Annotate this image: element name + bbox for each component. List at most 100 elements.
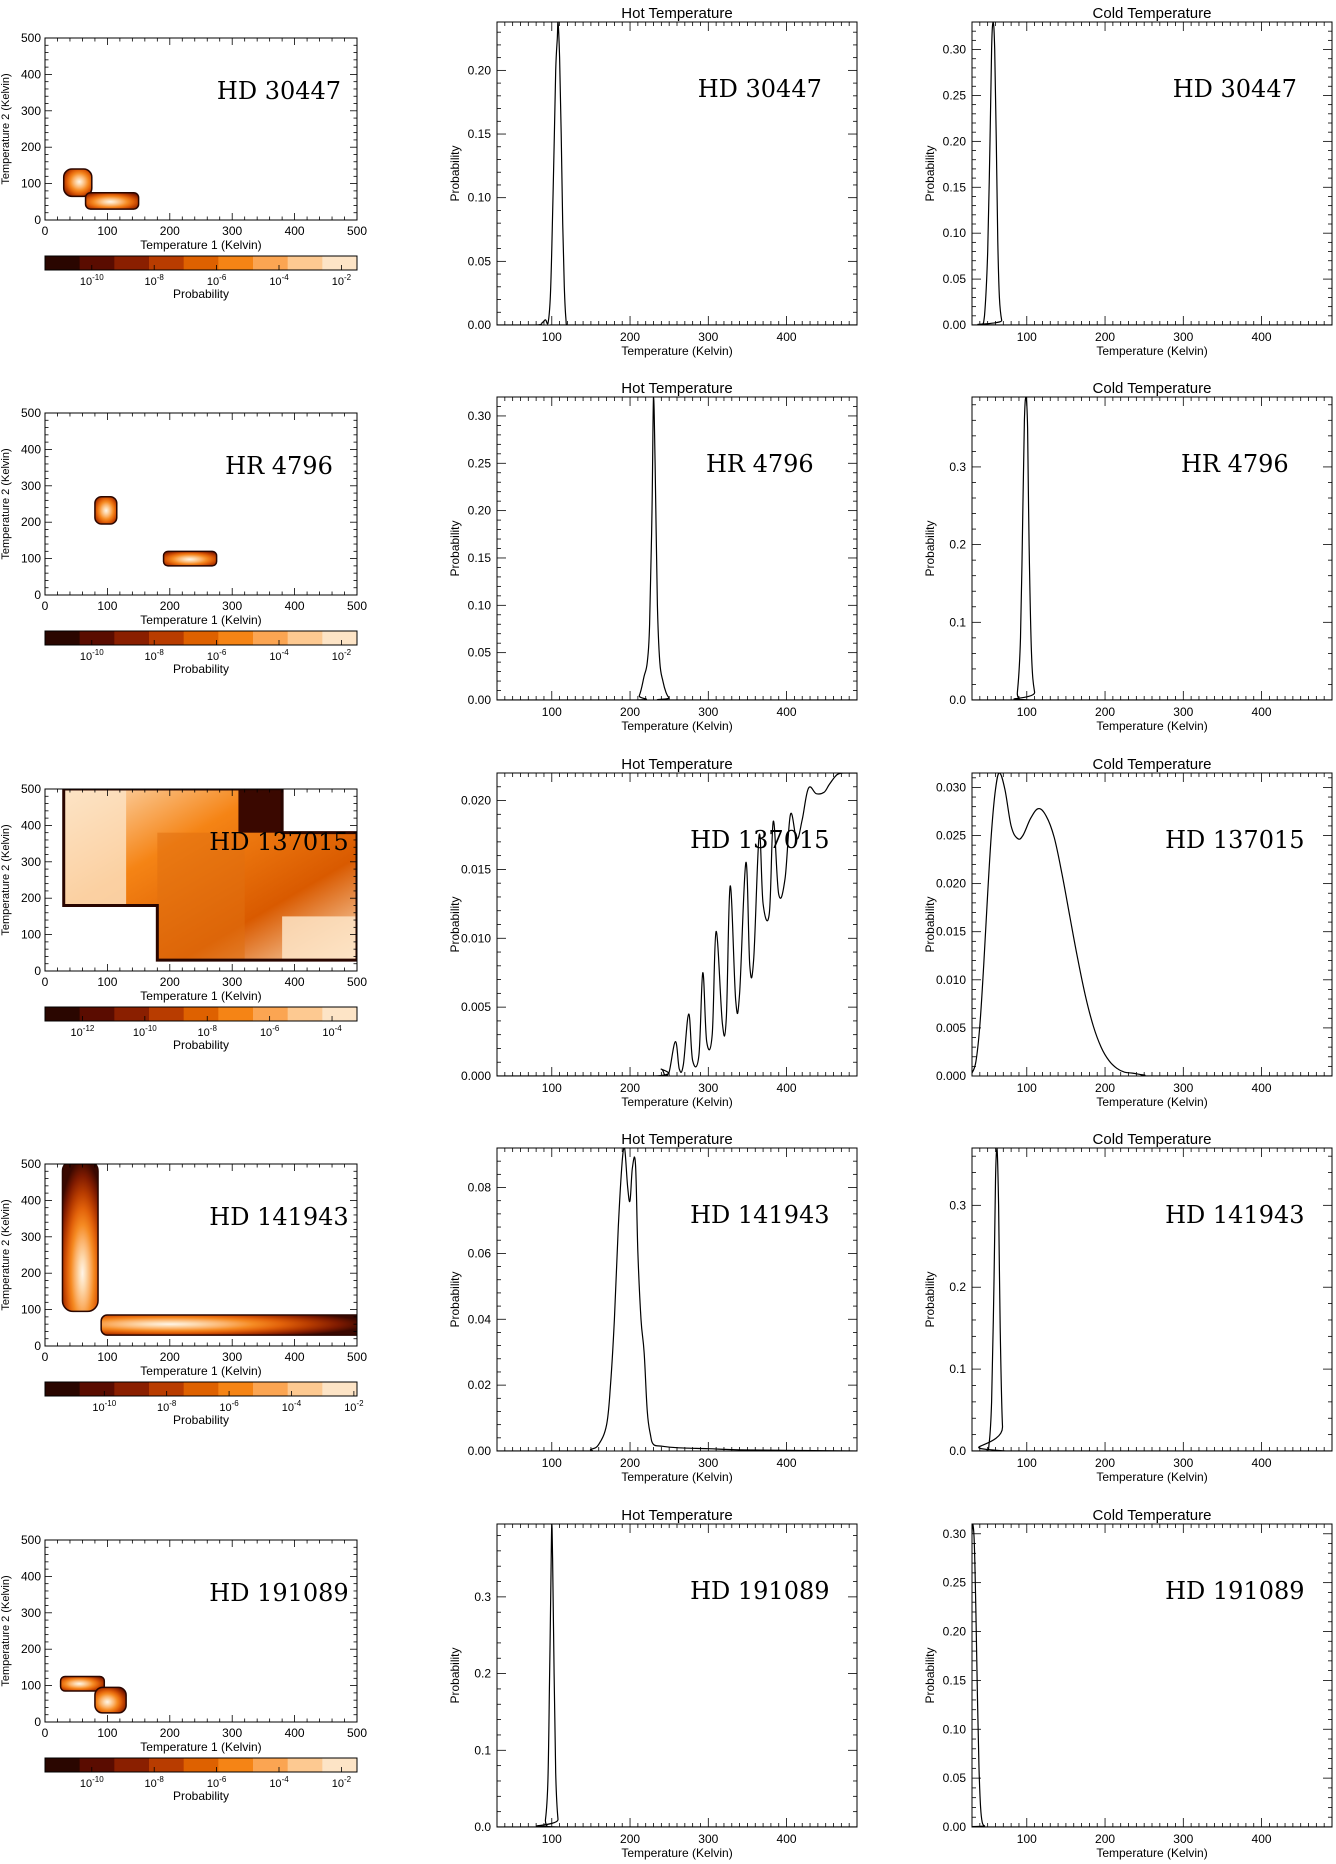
heatmap-panel-3: 0 100 200 300 400 500 0 100 200 300 400 500 Temperat… [0,406,367,676]
probability-curve [497,397,857,700]
y-tick-label: 500 [21,782,41,796]
y-tick-label: 0.005 [461,1000,491,1014]
y-axis-label: Temperature 2 (Kelvin) [0,73,12,184]
plot-frame [44,37,358,221]
y-tick-label: 0.015 [461,862,491,876]
panel-title: Cold Temperature [1093,380,1212,397]
x-axis-label: Temperature (Kelvin) [1096,1095,1207,1109]
x-axis-label: Temperature (Kelvin) [1096,344,1207,358]
line-panel-1: 100 200 300 400 0.00 0.05 0.10 0.15 0.20 Hot Temp… [448,5,858,358]
colorbar-tick-label: 10-8 [198,1024,218,1039]
plot-frame [44,788,358,972]
colorbar: 10-10 10-8 10-6 10-4 10-2 Probability [44,630,358,676]
x-tick-label: 200 [160,975,180,989]
colorbar-step [322,1758,358,1772]
colorbar-step [114,631,150,645]
y-tick-label: 0.1 [949,615,966,629]
x-tick-label: 400 [285,975,305,989]
y-tick-label: 0.15 [943,180,967,194]
y-tick-label: 400 [21,442,41,456]
y-tick-label: 200 [21,140,41,154]
colorbar-step [114,1382,150,1396]
y-tick-label: 500 [21,1533,41,1547]
plot-frame [44,1163,358,1347]
x-tick-label: 200 [620,705,640,719]
y-axis-label: Probability [923,520,937,576]
y-axis-label: Temperature 2 (Kelvin) [0,824,12,935]
line-panel-14: 100 200 300 400 0.00 0.05 0.10 0.15 0.20 0.25 0.30… [923,1507,1333,1860]
x-axis-label: Temperature 1 (Kelvin) [140,1364,261,1378]
x-tick-label: 500 [347,975,367,989]
y-axis-label: Probability [448,520,462,576]
panel-title: Hot Temperature [621,380,732,397]
colorbar-step [287,1007,323,1021]
colorbar-tick-label: 10-8 [145,1775,165,1790]
heatmap-panel-12: 0 100 200 300 400 500 0 100 200 300 400 500 Temperat… [0,1533,367,1803]
y-tick-label: 200 [21,515,41,529]
x-tick-label: 400 [285,1350,305,1364]
plot-frame [971,21,1333,326]
y-tick-label: 0.30 [943,43,967,57]
colorbar-step [322,256,358,270]
y-tick-label: 400 [21,818,41,832]
colorbar-tick-label: 10-6 [207,648,227,663]
x-tick-label: 300 [698,705,718,719]
panel-title: Cold Temperature [1093,756,1212,773]
y-tick-label: 100 [21,177,41,191]
probability-curve [497,773,857,1076]
panel-title: Cold Temperature [1093,1507,1212,1524]
colorbar-frame [44,1006,358,1022]
x-tick-label: 0 [42,224,49,238]
y-tick-label: 0 [34,964,41,978]
probability-region [100,1314,357,1336]
colorbar-tick-label: 10-6 [207,273,227,288]
colorbar-step [218,1758,254,1772]
probability-curve [972,1148,1332,1451]
colorbar-label: Probability [173,1038,229,1052]
star-label: HR 4796 [225,452,333,480]
colorbar-step [45,631,81,645]
x-tick-label: 400 [1252,1456,1272,1470]
x-tick-label: 0 [42,975,49,989]
y-tick-label: 0.030 [936,780,966,794]
plot-frame [971,772,1333,1077]
y-tick-label: 0.015 [936,925,966,939]
star-label: HD 137015 [209,828,348,856]
x-tick-label: 500 [347,1350,367,1364]
line-panel-7: 100 200 300 400 0.000 0.005 0.010 0.015 0.020 Hot… [448,756,858,1109]
x-tick-label: 200 [1095,1081,1115,1095]
x-tick-label: 400 [777,1456,797,1470]
line-panel-8: 100 200 300 400 0.000 0.005 0.010 0.015 0.020 0.0… [923,756,1333,1109]
heatmap-panel-6: 0 100 200 300 400 500 0 100 200 300 400 500 Temperat… [0,782,367,1052]
probability-region [84,191,140,210]
colorbar: 10-12 10-10 10-8 10-6 10-4 Probability [44,1006,358,1052]
probability-region [63,789,127,906]
probability-region [94,1686,127,1714]
y-tick-label: 400 [21,67,41,81]
x-tick-label: 300 [222,599,242,613]
colorbar-step [45,1758,81,1772]
probability-curve [497,22,857,325]
x-tick-label: 200 [620,330,640,344]
x-tick-label: 200 [1095,1456,1115,1470]
x-tick-label: 400 [777,330,797,344]
y-tick-label: 200 [21,891,41,905]
star-label: HD 191089 [1165,1577,1304,1605]
x-tick-label: 100 [97,1726,117,1740]
line-panel-5: 100 200 300 400 0.0 0.1 0.2 0.3 Cold Temperature… [923,380,1333,733]
colorbar-tick-label: 10-2 [344,1399,364,1414]
star-label: HD 141943 [1165,1201,1304,1229]
x-tick-label: 300 [698,1832,718,1846]
x-tick-label: 100 [97,1350,117,1364]
colorbar-tick-label: 10-2 [332,273,352,288]
x-axis-label: Temperature 1 (Kelvin) [140,1740,261,1754]
colorbar-tick-label: 10-12 [71,1024,95,1039]
y-tick-label: 0.25 [468,456,492,470]
y-tick-label: 0.000 [936,1069,966,1083]
y-tick-label: 500 [21,406,41,420]
colorbar-step [322,1007,358,1021]
colorbar-frame [44,1381,358,1397]
colorbar-step [253,1382,289,1396]
x-tick-label: 100 [542,1456,562,1470]
probability-region [59,1675,106,1692]
